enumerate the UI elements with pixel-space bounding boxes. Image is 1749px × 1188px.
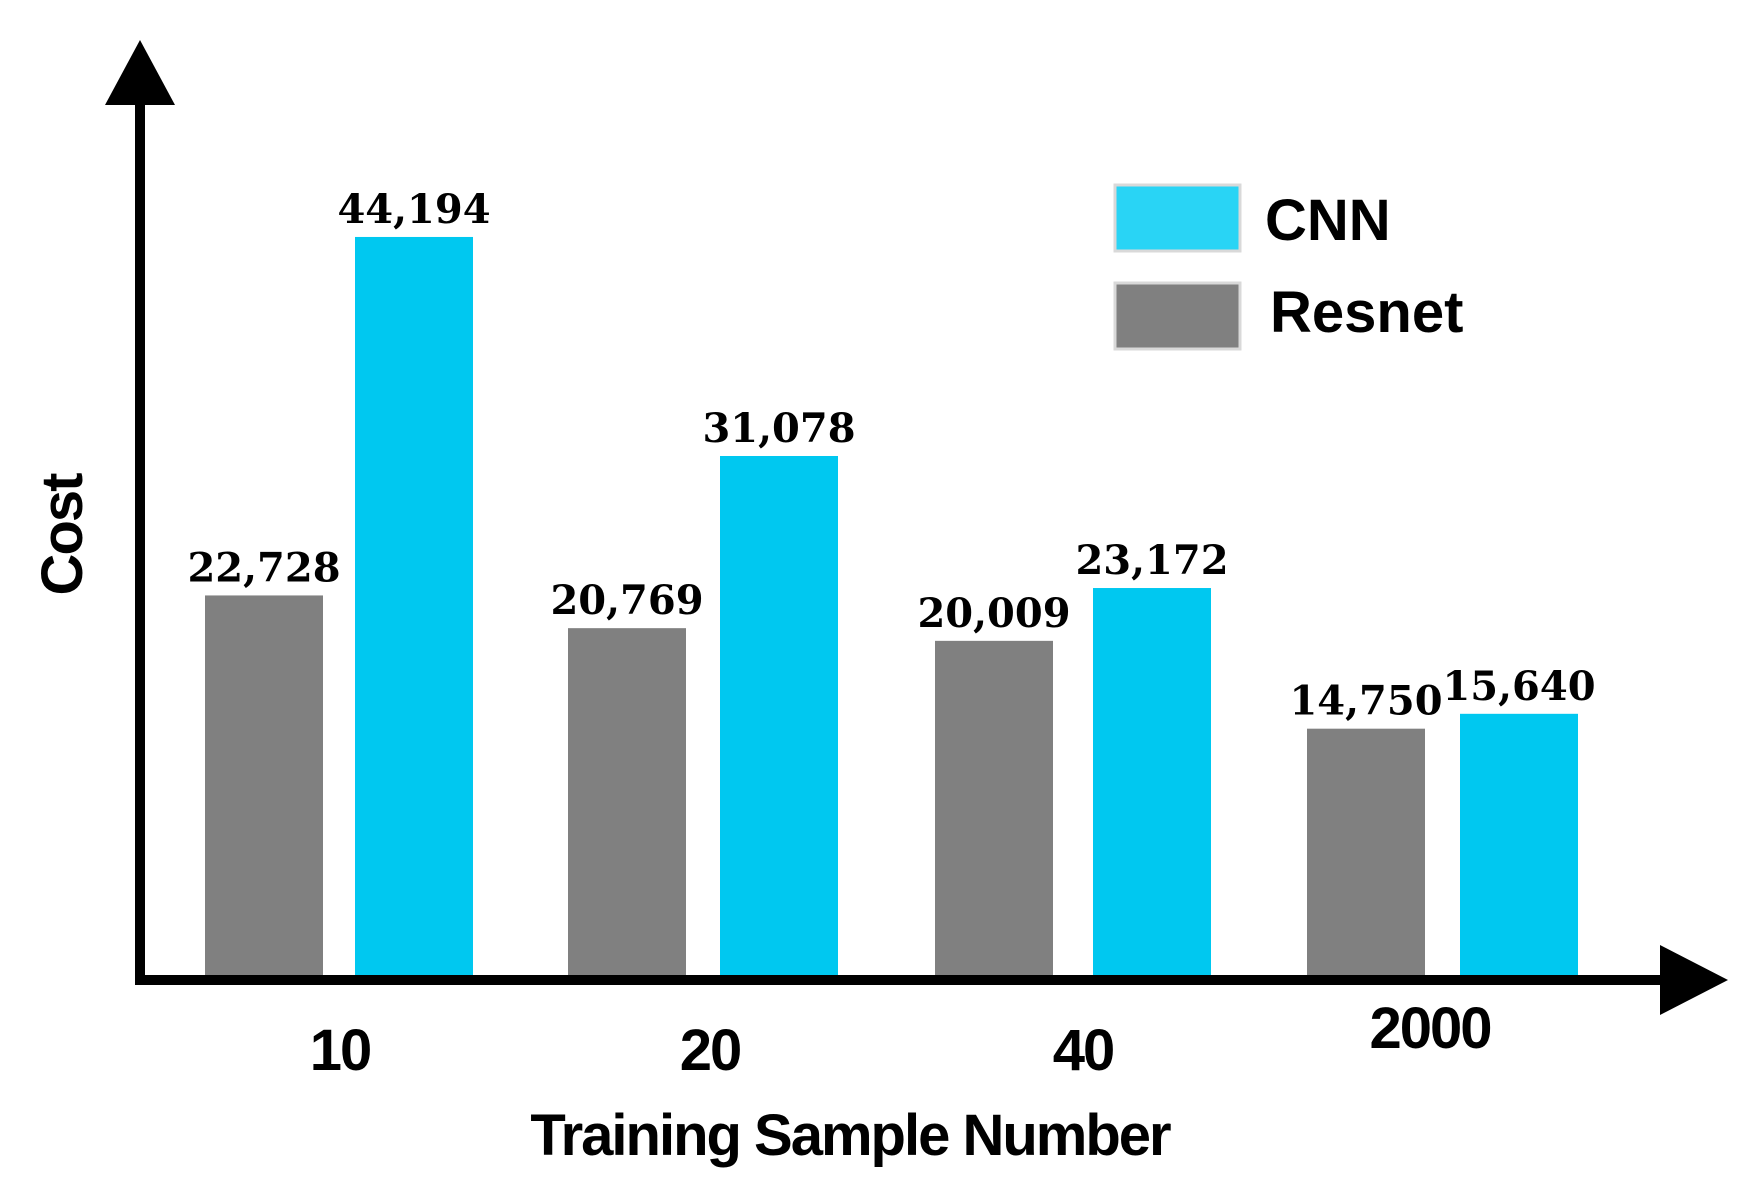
x-tick-label-40: 40 (1053, 1018, 1114, 1083)
x-tick-label-10: 10 (310, 1018, 371, 1083)
data-label-resnet-20: 20,769 (550, 577, 703, 624)
legend: CNN Resnet (1113, 183, 1463, 351)
bar-cnn-20 (720, 455, 838, 975)
x-tick-label-2000: 2000 (1369, 996, 1490, 1061)
x-tick-labels: 10 20 40 2000 (310, 996, 1493, 1083)
bar-resnet-10 (205, 595, 323, 975)
y-axis-title: Cost (30, 473, 95, 596)
bars-layer (205, 236, 1578, 975)
data-label-cnn-20: 31,078 (702, 405, 855, 452)
x-axis-title: Training Sample Number (530, 1103, 1171, 1168)
bar-cnn-2000 (1460, 713, 1578, 975)
data-label-cnn-2000: 15,640 (1442, 663, 1595, 710)
legend-swatch-resnet (1113, 281, 1242, 351)
data-label-resnet-2000: 14,750 (1289, 678, 1442, 725)
x-tick-label-20: 20 (680, 1018, 741, 1083)
bar-resnet-40 (935, 640, 1053, 975)
data-label-resnet-10: 22,728 (187, 544, 340, 591)
bar-resnet-20 (568, 628, 686, 975)
y-axis-arrow (105, 40, 175, 105)
legend-label-resnet: Resnet (1270, 280, 1463, 345)
data-label-resnet-40: 20,009 (917, 590, 1070, 637)
x-axis-arrow (1660, 945, 1728, 1015)
bar-cnn-10 (355, 236, 473, 975)
legend-label-cnn: CNN (1265, 188, 1391, 253)
data-label-cnn-10: 44,194 (337, 186, 490, 233)
legend-swatch-cnn (1113, 183, 1242, 253)
bar-resnet-2000 (1307, 728, 1425, 975)
bar-cnn-40 (1093, 588, 1211, 975)
data-label-cnn-40: 23,172 (1075, 537, 1228, 584)
